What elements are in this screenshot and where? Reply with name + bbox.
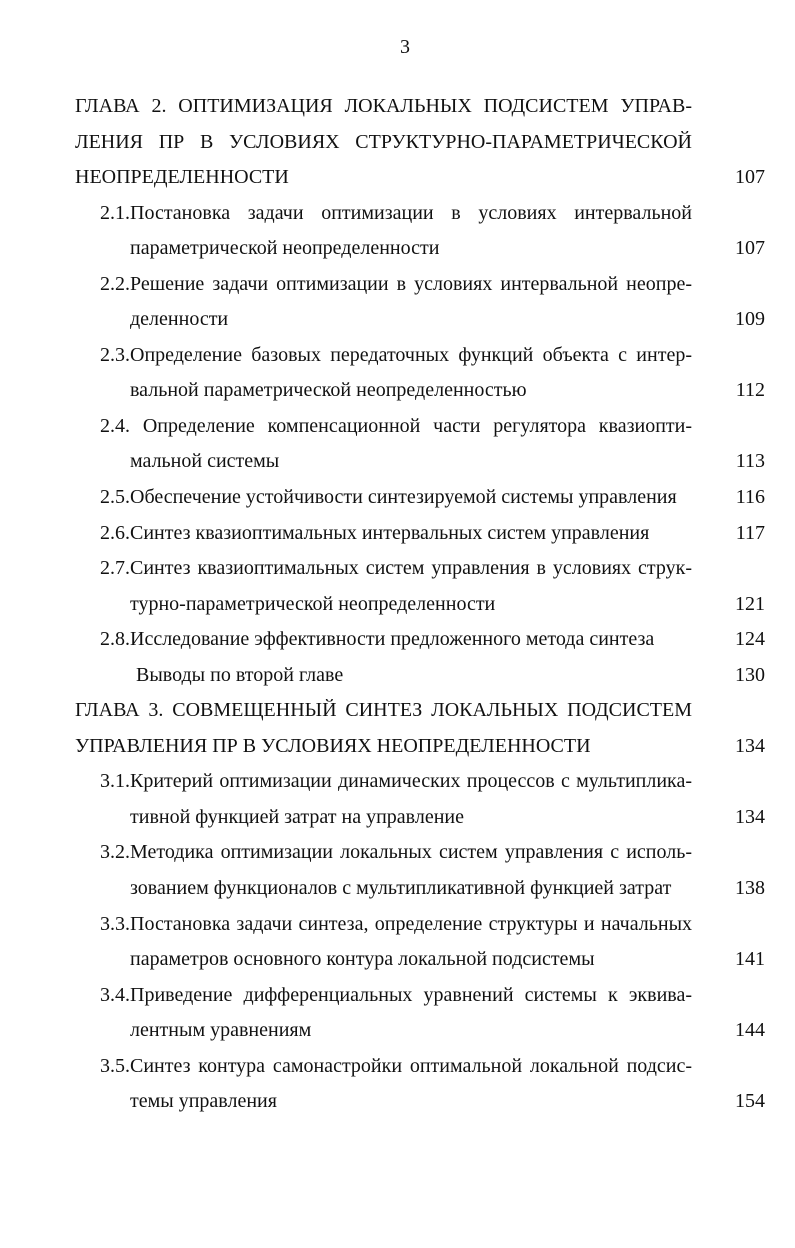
toc-page-number: 154	[735, 1090, 765, 1113]
toc-line-text: тивной функцией затрат на управление	[130, 805, 464, 828]
toc-line-text: 3.2.Методика оптимизации локальных систе…	[100, 841, 692, 864]
toc-page-number: 141	[735, 948, 765, 971]
toc-line-text: ГЛАВА 2. ОПТИМИЗАЦИЯ ЛОКАЛЬНЫХ ПОДСИСТЕМ…	[75, 95, 692, 117]
toc-line-text: лентным уравнениям	[130, 1019, 312, 1042]
toc-page-number: 134	[735, 734, 765, 757]
toc-section-entry: 3.1.Критерий оптимизации динамических пр…	[0, 764, 795, 835]
toc-line-text: ЛЕНИЯ ПР В УСЛОВИЯХ СТРУКТУРНО-ПАРАМЕТРИ…	[75, 130, 692, 153]
toc-line-text: 3.4.Приведение дифференциальных уравнени…	[100, 983, 692, 1006]
toc-line: 2.5.Обеспечение устойчивости синтезируем…	[0, 480, 795, 516]
toc-line-text: турно-параметрической неопределенности	[130, 592, 496, 615]
toc-line: 2.6.Синтез квазиоптимальных интервальных…	[0, 516, 795, 552]
toc-line: турно-параметрической неопределенности 12…	[0, 587, 795, 623]
toc-line: параметров основного контура локальной п…	[0, 942, 795, 978]
toc-conclusion-entry: Выводы по второй главе 130	[0, 658, 795, 694]
toc-line: 3.5.Синтез контура самонастройки оптимал…	[0, 1049, 795, 1085]
toc-page-number: 130	[735, 663, 765, 686]
toc-page-number: 124	[735, 628, 765, 651]
toc-section-entry: 2.5.Обеспечение устойчивости синтезируем…	[0, 480, 795, 516]
toc-line-text: вальной параметрической неопределенность…	[130, 379, 527, 402]
toc-section-entry: 2.6.Синтез квазиоптимальных интервальных…	[0, 516, 795, 552]
toc-line: зованием функционалов с мультипликативно…	[0, 871, 795, 907]
toc-page-number: 117	[735, 521, 765, 544]
toc-line: 2.1.Постановка задачи оптимизации в усло…	[0, 196, 795, 232]
toc-page-number: 134	[735, 805, 765, 828]
toc-line: 2.2.Решение задачи оптимизации в условия…	[0, 267, 795, 303]
toc-section-entry: 2.2.Решение задачи оптимизации в условия…	[0, 267, 795, 338]
toc-line-text: ГЛАВА 3. СОВМЕЩЕННЫЙ СИНТЕЗ ЛОКАЛЬНЫХ ПО…	[75, 699, 692, 722]
toc-line: лентным уравнениям 144	[0, 1013, 795, 1049]
toc-line: 2.3.Определение базовых передаточных фун…	[0, 338, 795, 374]
toc-chapter-entry: ГЛАВА 2. ОПТИМИЗАЦИЯ ЛОКАЛЬНЫХ ПОДСИСТЕМ…	[0, 89, 795, 196]
toc-page-number: 121	[735, 592, 765, 615]
toc-section-entry: 2.7.Синтез квазиоптимальных систем управ…	[0, 551, 795, 622]
toc-page-number: 116	[735, 486, 765, 509]
toc-section-entry: 3.3.Постановка задачи синтеза, определен…	[0, 907, 795, 978]
toc-line-text: темы управления	[130, 1090, 277, 1113]
toc-line-text: зованием функционалов с мультипликативно…	[130, 877, 672, 900]
toc-chapter-entry: ГЛАВА 3. СОВМЕЩЕННЫЙ СИНТЕЗ ЛОКАЛЬНЫХ ПО…	[0, 693, 795, 764]
toc-line-text: 2.6.Синтез квазиоптимальных интервальных…	[100, 521, 650, 544]
toc-section-entry: 3.5.Синтез контура самонастройки оптимал…	[0, 1049, 795, 1120]
toc-line: 2.7.Синтез квазиоптимальных систем управ…	[0, 551, 795, 587]
toc-section-entry: 3.2.Методика оптимизации локальных систе…	[0, 835, 795, 906]
toc-line: 2.8.Исследование эффективности предложен…	[0, 622, 795, 658]
toc-line: НЕОПРЕДЕЛЕННОСТИ 107	[0, 160, 795, 196]
page-number: 3	[400, 36, 410, 58]
toc-line: 3.4.Приведение дифференциальных уравнени…	[0, 978, 795, 1014]
toc-line: мальной системы 113	[0, 444, 795, 480]
toc-line-text: параметрической неопределенности	[130, 237, 440, 260]
toc-page-number: 107	[735, 237, 765, 260]
toc-section-entry: 2.8.Исследование эффективности предложен…	[0, 622, 795, 658]
toc-line: 3.2.Методика оптимизации локальных систе…	[0, 835, 795, 871]
toc-line: параметрической неопределенности 107	[0, 231, 795, 267]
toc-line: ЛЕНИЯ ПР В УСЛОВИЯХ СТРУКТУРНО-ПАРАМЕТРИ…	[0, 125, 795, 161]
toc-line-text: 2.4. Определение компенсационной части р…	[100, 414, 692, 437]
toc-section-entry: 2.4. Определение компенсационной части р…	[0, 409, 795, 480]
toc-page-number: 112	[735, 379, 765, 402]
toc-page-number: 109	[735, 308, 765, 331]
toc-line-text: 2.3.Определение базовых передаточных фун…	[100, 343, 692, 366]
toc-line-text: 2.8.Исследование эффективности предложен…	[100, 628, 655, 651]
toc-page-number: 138	[735, 877, 765, 900]
toc-line-text: 3.3.Постановка задачи синтеза, определен…	[100, 912, 692, 935]
toc-line-text: 3.5.Синтез контура самонастройки оптимал…	[100, 1054, 692, 1077]
toc-line-text: 3.1.Критерий оптимизации динамических пр…	[100, 770, 692, 793]
toc-line: Выводы по второй главе 130	[0, 658, 795, 694]
toc-page-number: 113	[735, 450, 765, 473]
toc-line: тивной функцией затрат на управление 134	[0, 800, 795, 836]
toc-page-number: 107	[735, 166, 765, 189]
toc-section-entry: 3.4.Приведение дифференциальных уравнени…	[0, 978, 795, 1049]
toc-line-text: 2.7.Синтез квазиоптимальных систем управ…	[100, 557, 692, 580]
toc-line: УПРАВЛЕНИЯ ПР В УСЛОВИЯХ НЕОПРЕДЕЛЕННОСТ…	[0, 729, 795, 765]
toc-line-text: мальной системы	[130, 450, 280, 473]
toc-line: темы управления 154	[0, 1084, 795, 1120]
toc-line: деленности 109	[0, 302, 795, 338]
toc-line: ГЛАВА 2. ОПТИМИЗАЦИЯ ЛОКАЛЬНЫХ ПОДСИСТЕМ…	[0, 89, 795, 125]
toc-section-entry: 2.1.Постановка задачи оптимизации в усло…	[0, 196, 795, 267]
toc-line-text: параметров основного контура локальной п…	[130, 948, 595, 971]
toc-line: 3.1.Критерий оптимизации динамических пр…	[0, 764, 795, 800]
toc-line: ГЛАВА 3. СОВМЕЩЕННЫЙ СИНТЕЗ ЛОКАЛЬНЫХ ПО…	[0, 693, 795, 729]
toc-line-text: УПРАВЛЕНИЯ ПР В УСЛОВИЯХ НЕОПРЕДЕЛЕННОСТ…	[75, 734, 591, 757]
toc-line-text: 2.5.Обеспечение устойчивости синтезируем…	[100, 486, 677, 509]
toc-line-text: деленности	[130, 308, 229, 331]
table-of-contents: ГЛАВА 2. ОПТИМИЗАЦИЯ ЛОКАЛЬНЫХ ПОДСИСТЕМ…	[0, 89, 795, 1120]
toc-line: 3.3.Постановка задачи синтеза, определен…	[0, 907, 795, 943]
toc-section-entry: 2.3.Определение базовых передаточных фун…	[0, 338, 795, 409]
toc-line-text: Выводы по второй главе	[136, 663, 344, 686]
toc-line: 2.4. Определение компенсационной части р…	[0, 409, 795, 445]
toc-page-number: 144	[735, 1019, 765, 1042]
toc-line-text: 2.1.Постановка задачи оптимизации в усло…	[100, 201, 692, 224]
toc-line: вальной параметрической неопределенность…	[0, 373, 795, 409]
toc-line-text: 2.2.Решение задачи оптимизации в условия…	[100, 272, 692, 295]
toc-line-text: НЕОПРЕДЕЛЕННОСТИ	[75, 166, 289, 189]
